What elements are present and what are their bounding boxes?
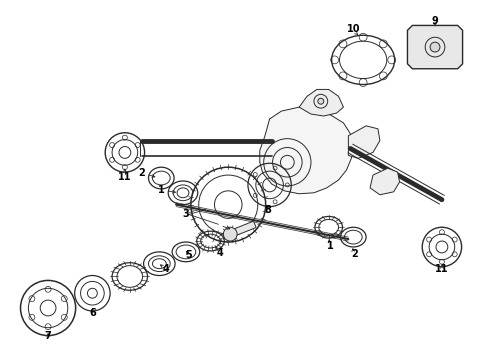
- Text: 11: 11: [435, 264, 449, 274]
- Text: 4: 4: [217, 248, 224, 258]
- Text: 3: 3: [183, 210, 189, 220]
- Text: 5: 5: [186, 250, 192, 260]
- Polygon shape: [260, 107, 353, 194]
- Text: 1: 1: [327, 241, 334, 251]
- Text: 9: 9: [432, 15, 439, 26]
- Text: 6: 6: [89, 308, 96, 318]
- Text: 11: 11: [118, 172, 132, 182]
- Text: 7: 7: [45, 330, 51, 341]
- Text: 1: 1: [158, 185, 165, 195]
- Polygon shape: [229, 221, 256, 237]
- Text: 10: 10: [346, 24, 360, 34]
- Polygon shape: [370, 168, 399, 195]
- Text: 4: 4: [163, 264, 170, 274]
- Circle shape: [318, 98, 324, 104]
- Text: 2: 2: [351, 249, 358, 259]
- Polygon shape: [408, 26, 463, 69]
- Circle shape: [223, 227, 237, 241]
- Polygon shape: [348, 126, 380, 158]
- Text: 2: 2: [138, 168, 145, 178]
- Polygon shape: [299, 89, 343, 116]
- Text: 8: 8: [264, 204, 271, 215]
- Circle shape: [430, 42, 440, 52]
